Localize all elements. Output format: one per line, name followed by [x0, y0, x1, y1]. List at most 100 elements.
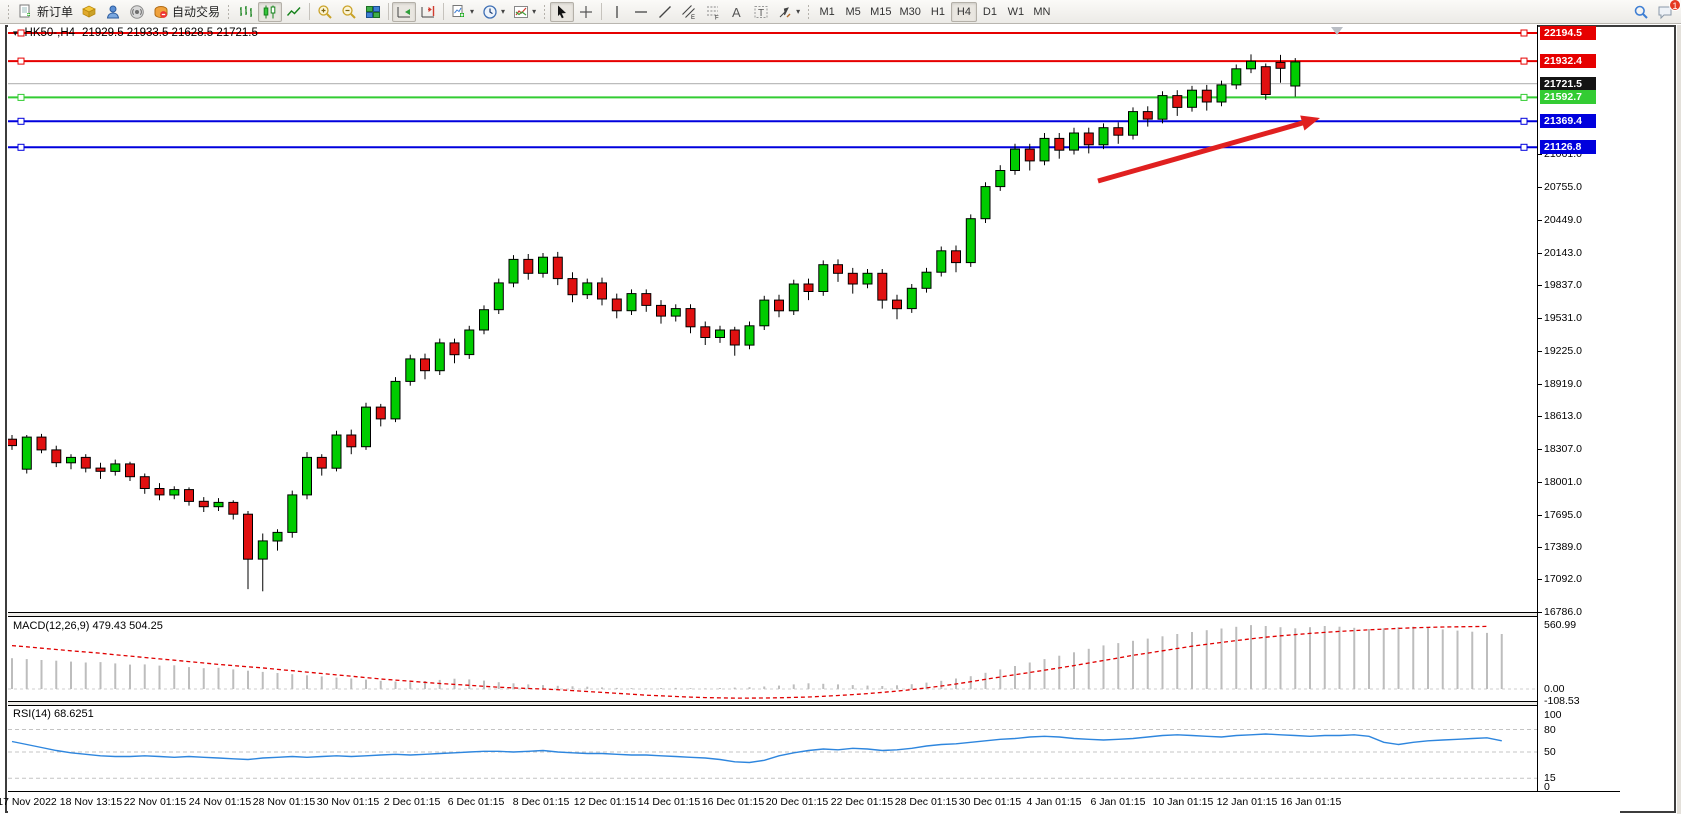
resistance-line-upper-handle[interactable]: [17, 29, 25, 37]
indicators-button[interactable]: ▾: [509, 2, 540, 22]
timeframe-h1-button[interactable]: H1: [930, 5, 945, 18]
resistance-line-lower-handle[interactable]: [1520, 57, 1528, 65]
candle-bullish: [1128, 111, 1138, 136]
candle-bullish: [287, 494, 298, 533]
tile-windows-icon: [366, 5, 381, 18]
support-line-blue-2-handle[interactable]: [1520, 143, 1528, 151]
candle-bearish: [729, 329, 740, 346]
timeframe-h4-button[interactable]: H4: [950, 1, 977, 22]
candle-bearish: [1024, 148, 1035, 162]
price-tickmark: [1538, 547, 1542, 548]
time-axis-label: 17 Nov 2022: [0, 796, 57, 808]
arrows-tool[interactable]: ▾: [773, 2, 804, 22]
support-line-blue-2-handle[interactable]: [17, 143, 25, 151]
zoom-out-button[interactable]: [337, 2, 361, 22]
toolbar-grip[interactable]: [7, 3, 11, 20]
support-line-green-handle[interactable]: [1520, 93, 1528, 101]
auto-scroll-button[interactable]: [392, 1, 417, 22]
toolbar-grip[interactable]: [807, 3, 812, 20]
text-label-tool[interactable]: T: [749, 2, 773, 22]
support-line-green-handle[interactable]: [17, 93, 25, 101]
price-tick-label: 18613.0: [1544, 410, 1582, 422]
toolbar-grip[interactable]: [543, 3, 548, 20]
new-order-button[interactable]: 新订单: [14, 2, 77, 22]
rsi-panel-canvas[interactable]: [8, 706, 1537, 791]
time-axis-label: 6 Jan 01:15: [1090, 796, 1146, 808]
price-tick-label: 17092.0: [1544, 573, 1582, 585]
price-axis-line: [1537, 25, 1538, 791]
candle-bullish: [1231, 68, 1242, 86]
main-chart-canvas[interactable]: [8, 25, 1537, 612]
resistance-line-upper-price-badge: 22194.5: [1540, 26, 1596, 40]
notification-count-badge: 1: [1669, 0, 1681, 11]
timeframe-m5-button[interactable]: M5: [845, 5, 861, 18]
timeframe-m15-button[interactable]: M15: [870, 5, 892, 18]
timeframe-d1-button[interactable]: D1: [982, 5, 997, 18]
rsi-axis-label: 100: [1544, 709, 1562, 721]
toolbar-grip[interactable]: [227, 3, 232, 20]
notifications-button[interactable]: 1: [1653, 0, 1681, 22]
timeframe-w1-button[interactable]: W1: [1007, 5, 1025, 18]
price-axis[interactable]: 21061.0 20755.0 20449.0 20143.0 19837.0 19531…: [1538, 25, 1676, 793]
crosshair-button[interactable]: [574, 2, 598, 22]
candle-bullish: [626, 293, 637, 312]
candle-bearish: [36, 436, 47, 451]
chart-shift-button[interactable]: [416, 2, 440, 22]
time-axis-label: 16 Dec 01:15: [701, 796, 765, 808]
candle-bullish: [272, 531, 283, 542]
candle-bullish: [479, 309, 489, 331]
zoom-in-button[interactable]: [313, 2, 337, 22]
trend-arrow-head[interactable]: [1300, 115, 1320, 131]
candle-bullish: [21, 436, 32, 470]
candle-bullish: [670, 308, 681, 317]
time-axis[interactable]: 17 Nov 2022 18 Nov 13:15 22 Nov 01:15 24 No…: [0, 792, 1620, 814]
support-line-blue-1-handle[interactable]: [1520, 117, 1528, 125]
text-tool[interactable]: A: [725, 2, 749, 22]
fibonacci-tool[interactable]: F: [701, 2, 725, 22]
timeframe-m30-button[interactable]: M30: [899, 5, 921, 18]
candle-bearish: [656, 304, 666, 317]
candle-bearish: [1083, 132, 1094, 146]
metaeditor-button[interactable]: [77, 2, 101, 22]
vertical-line-tool[interactable]: [605, 2, 629, 22]
autotrading-icon: [154, 5, 168, 18]
bar-chart-button[interactable]: [234, 2, 258, 22]
timeframe-mn-button[interactable]: MN: [1033, 5, 1051, 18]
trend-arrow-shaft[interactable]: [1097, 118, 1312, 184]
text-label-icon: T: [754, 5, 768, 19]
period-button[interactable]: ▾: [478, 2, 509, 22]
time-axis-label: 18 Nov 13:15: [59, 796, 123, 808]
horizontal-line-icon: [635, 10, 648, 13]
price-tick-label: 19837.0: [1544, 279, 1582, 291]
line-chart-button[interactable]: [282, 2, 306, 22]
resistance-line-lower-handle[interactable]: [17, 57, 25, 65]
cursor-button[interactable]: [550, 1, 575, 22]
panel-splitter[interactable]: [8, 701, 1537, 706]
equidistant-channel-tool[interactable]: E: [677, 2, 701, 22]
time-axis-label: 8 Dec 01:15: [512, 796, 570, 808]
signals-button[interactable]: [125, 2, 149, 22]
tile-windows-button[interactable]: [361, 2, 385, 22]
candle-bullish: [1216, 84, 1227, 103]
timeframe-m1-button[interactable]: M1: [819, 5, 835, 18]
candle-bearish: [1142, 111, 1153, 120]
horizontal-line-tool[interactable]: [629, 2, 653, 22]
candlestick-chart-button[interactable]: [258, 1, 283, 22]
candle-bearish: [449, 342, 460, 356]
search-button[interactable]: [1629, 2, 1653, 22]
price-tickmark: [1538, 515, 1542, 516]
panel-splitter[interactable]: [8, 612, 1537, 617]
candle-bearish: [228, 501, 239, 515]
time-axis-label: 28 Dec 01:15: [894, 796, 958, 808]
trendline-tool[interactable]: [653, 2, 677, 22]
macd-panel-canvas[interactable]: [8, 617, 1537, 701]
support-line-blue-1-price-badge: 21369.4: [1540, 114, 1596, 128]
chart-menu-arrow-icon[interactable]: ▾: [13, 27, 18, 38]
resistance-line-upper-handle[interactable]: [1520, 29, 1528, 37]
new-chart-button[interactable]: ▾: [447, 2, 478, 22]
community-button[interactable]: [101, 2, 125, 22]
candle-bearish: [375, 406, 386, 420]
candle-bullish: [1069, 132, 1079, 151]
autotrading-button[interactable]: 自动交易: [149, 2, 224, 22]
support-line-blue-1-handle[interactable]: [17, 117, 25, 125]
